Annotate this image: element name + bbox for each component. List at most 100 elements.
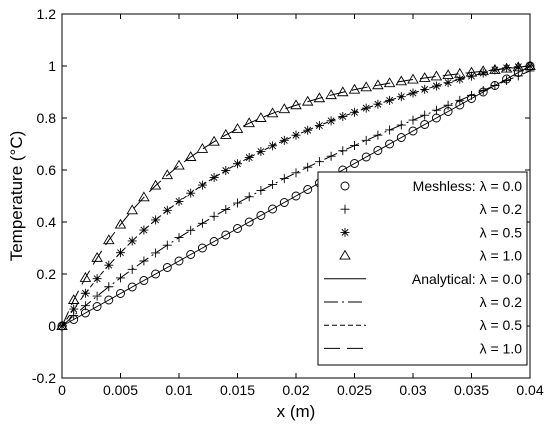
data-point-0-21 [303,185,313,194]
legend-label: λ = 1.0 [480,340,523,356]
data-point-0-10 [174,256,184,266]
legend-label: λ = 0.5 [480,317,523,333]
data-point-0-11 [186,250,196,259]
x-tick-label: 0.005 [103,382,138,398]
series-line-7 [61,65,531,327]
data-point-0-25 [350,159,359,168]
data-point-3-34 [454,67,466,78]
data-point-0-13 [209,237,219,246]
data-point-3-6 [126,204,138,215]
y-tick-label: 1.2 [37,6,57,22]
x-tick-label: 0.03 [399,382,426,398]
legend: Meshless: λ = 0.0 λ = 0.2 λ = 0.5 λ = 1.0 An… [317,171,528,366]
series-5 [61,70,531,327]
data-point-0-31 [420,120,430,129]
y-tick-label: -0.2 [32,370,56,386]
data-point-3-1 [67,294,80,304]
data-point-0-19 [279,198,289,207]
data-point-0-15 [233,224,242,233]
data-point-1-11 [186,225,196,235]
data-point-2-34 [455,74,465,84]
legend-entry-6: λ = 0.5 [324,317,522,333]
series-7 [61,65,531,327]
data-point-3-10 [173,159,185,170]
data-point-3-2 [79,272,92,282]
x-tick-label: 0.015 [220,382,255,398]
data-point-1-8 [151,248,161,258]
data-point-1-26 [361,135,371,145]
data-point-2-19 [279,135,289,145]
data-point-1-24 [338,146,348,156]
legend-label: Analytical: λ = 0.0 [412,271,522,287]
data-point-0-18 [268,204,278,214]
y-tick-label: 0.8 [37,110,57,126]
legend-label: λ = 0.5 [480,224,523,240]
x-tick-label: 0.02 [282,382,309,398]
y-tick-label: 0.4 [37,214,57,230]
data-point-3-8 [149,179,162,190]
x-axis-label: x (m) [277,402,316,421]
data-point-1-20 [291,168,301,178]
data-point-0-4 [104,295,114,305]
data-point-2-7 [139,225,149,235]
data-point-3-13 [208,135,220,146]
data-point-0-6 [127,282,137,292]
data-point-0-17 [256,211,266,220]
data-point-1-28 [385,125,395,135]
data-point-2-6 [127,236,137,246]
data-point-1-18 [268,180,278,190]
data-point-2-38 [502,63,512,73]
x-tick-label: 0.025 [337,382,372,398]
legend-label: λ = 0.2 [480,201,523,217]
data-point-2-9 [162,205,172,215]
legend-marker-swatch [340,181,350,191]
data-point-0-8 [151,269,161,279]
series-line-4 [61,65,531,327]
x-tick-label: 0.035 [454,382,489,398]
legend-marker-swatch [340,227,350,237]
legend-label: λ = 0.2 [480,294,523,310]
data-point-0-7 [139,276,149,285]
series-line-6 [61,65,531,327]
data-point-2-5 [116,248,125,258]
data-point-0-12 [197,243,207,253]
data-point-1-3 [92,291,102,301]
data-point-1-33 [443,100,453,110]
data-point-0-26 [361,152,371,162]
data-point-2-13 [209,173,219,183]
data-point-3-26 [360,81,372,92]
legend-marker-swatch [339,249,351,260]
legend-label: Meshless: λ = 0.0 [413,178,523,194]
data-point-0-9 [162,263,172,272]
data-point-2-26 [361,103,371,113]
legend-marker-swatch [340,204,350,214]
series-6 [61,65,531,327]
data-point-2-28 [385,95,395,105]
legend-entry-4: Analytical: λ = 0.0 [324,271,522,287]
data-point-2-16 [244,153,254,163]
data-point-3-32 [430,70,443,81]
legend-entry-0: Meshless: λ = 0.0 [340,178,523,194]
legend-label: λ = 1.0 [480,248,523,264]
data-point-2-30 [408,88,418,98]
data-point-3-11 [184,151,197,161]
data-point-3-0 [56,320,68,330]
data-point-0-3 [92,302,102,311]
data-point-0-5 [116,289,125,298]
data-point-0-28 [385,139,395,149]
data-point-3-7 [138,191,150,202]
data-point-2-36 [478,68,488,78]
data-point-3-17 [255,112,267,122]
data-point-3-24 [337,86,349,97]
legend-entry-2: λ = 0.5 [340,224,523,240]
data-point-3-30 [407,73,419,84]
data-point-3-36 [477,65,489,76]
data-point-0-16 [244,217,254,227]
data-point-1-15 [233,198,242,208]
data-point-0-29 [396,133,406,142]
data-point-3-12 [196,143,209,153]
y-axis-label: Temperature (°C) [7,131,26,262]
data-point-2-32 [431,81,441,91]
data-point-3-40 [524,60,536,70]
data-point-3-15 [231,123,244,133]
